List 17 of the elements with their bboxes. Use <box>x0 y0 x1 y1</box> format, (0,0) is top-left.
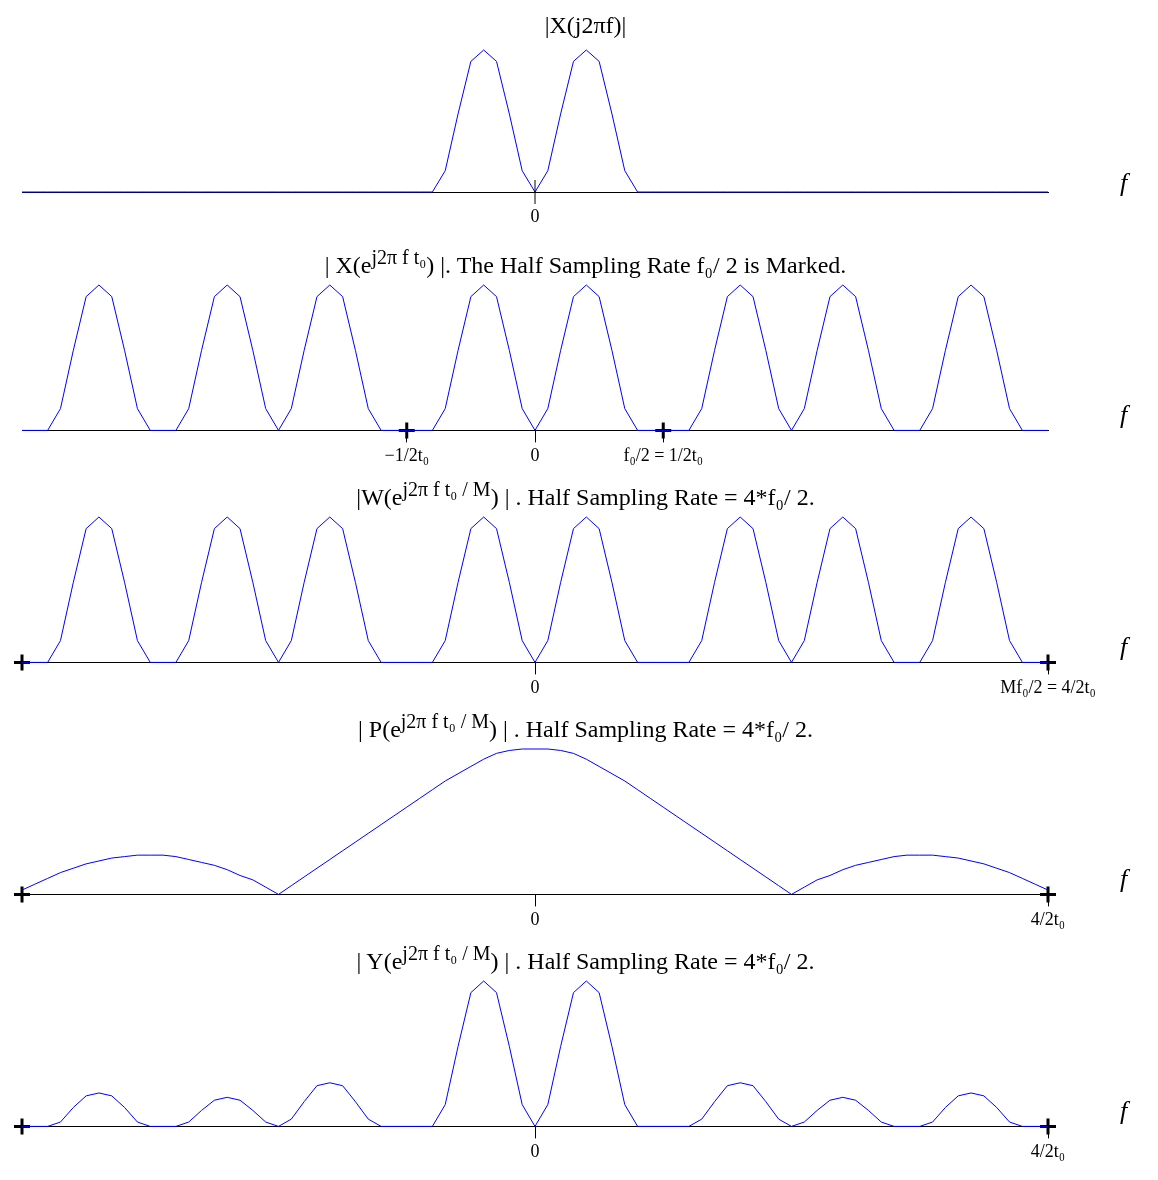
text: 0 <box>530 205 540 226</box>
chart-title: |W(e$^{j2π f t₀ / M}$) | . Half Sampling Rate = 4*f₀/ 2. <box>355 477 816 510</box>
chart-title: | Y(e$^{j2π f t₀ / M}$) | . Half Sampling Rate = 4*f₀/ 2. <box>355 941 816 974</box>
x-axis-title: f <box>1120 632 1128 662</box>
x-axis-title: f <box>1120 400 1128 430</box>
chart-title: |X(j2πf)| <box>543 11 628 40</box>
x-tick-label: f₀/2 = 1/2t₀ <box>623 444 704 465</box>
chart-title: | X(e$^{j2π f t₀}$) |. The Half Sampling Rate f₀/ 2 is Marked. <box>323 245 848 278</box>
x-tick-label: 4/2t₀ <box>1030 1140 1066 1161</box>
x-tick-label: 4/2t₀ <box>1030 908 1066 929</box>
x-tick-label: −1/2t₀ <box>384 444 429 465</box>
x-axis-title: f <box>1120 1096 1128 1126</box>
x-tick-label: 0 <box>530 444 540 465</box>
x-axis-title: f <box>1120 168 1128 198</box>
x-tick-label: Mf₀/2 = 4/2t₀ <box>1000 676 1096 697</box>
chart-title: | P(e$^{j2π f t₀ / M}$) | . Half Sampling Rate = 4*f₀/ 2. <box>357 709 814 742</box>
x-axis-title: f <box>1120 864 1128 894</box>
